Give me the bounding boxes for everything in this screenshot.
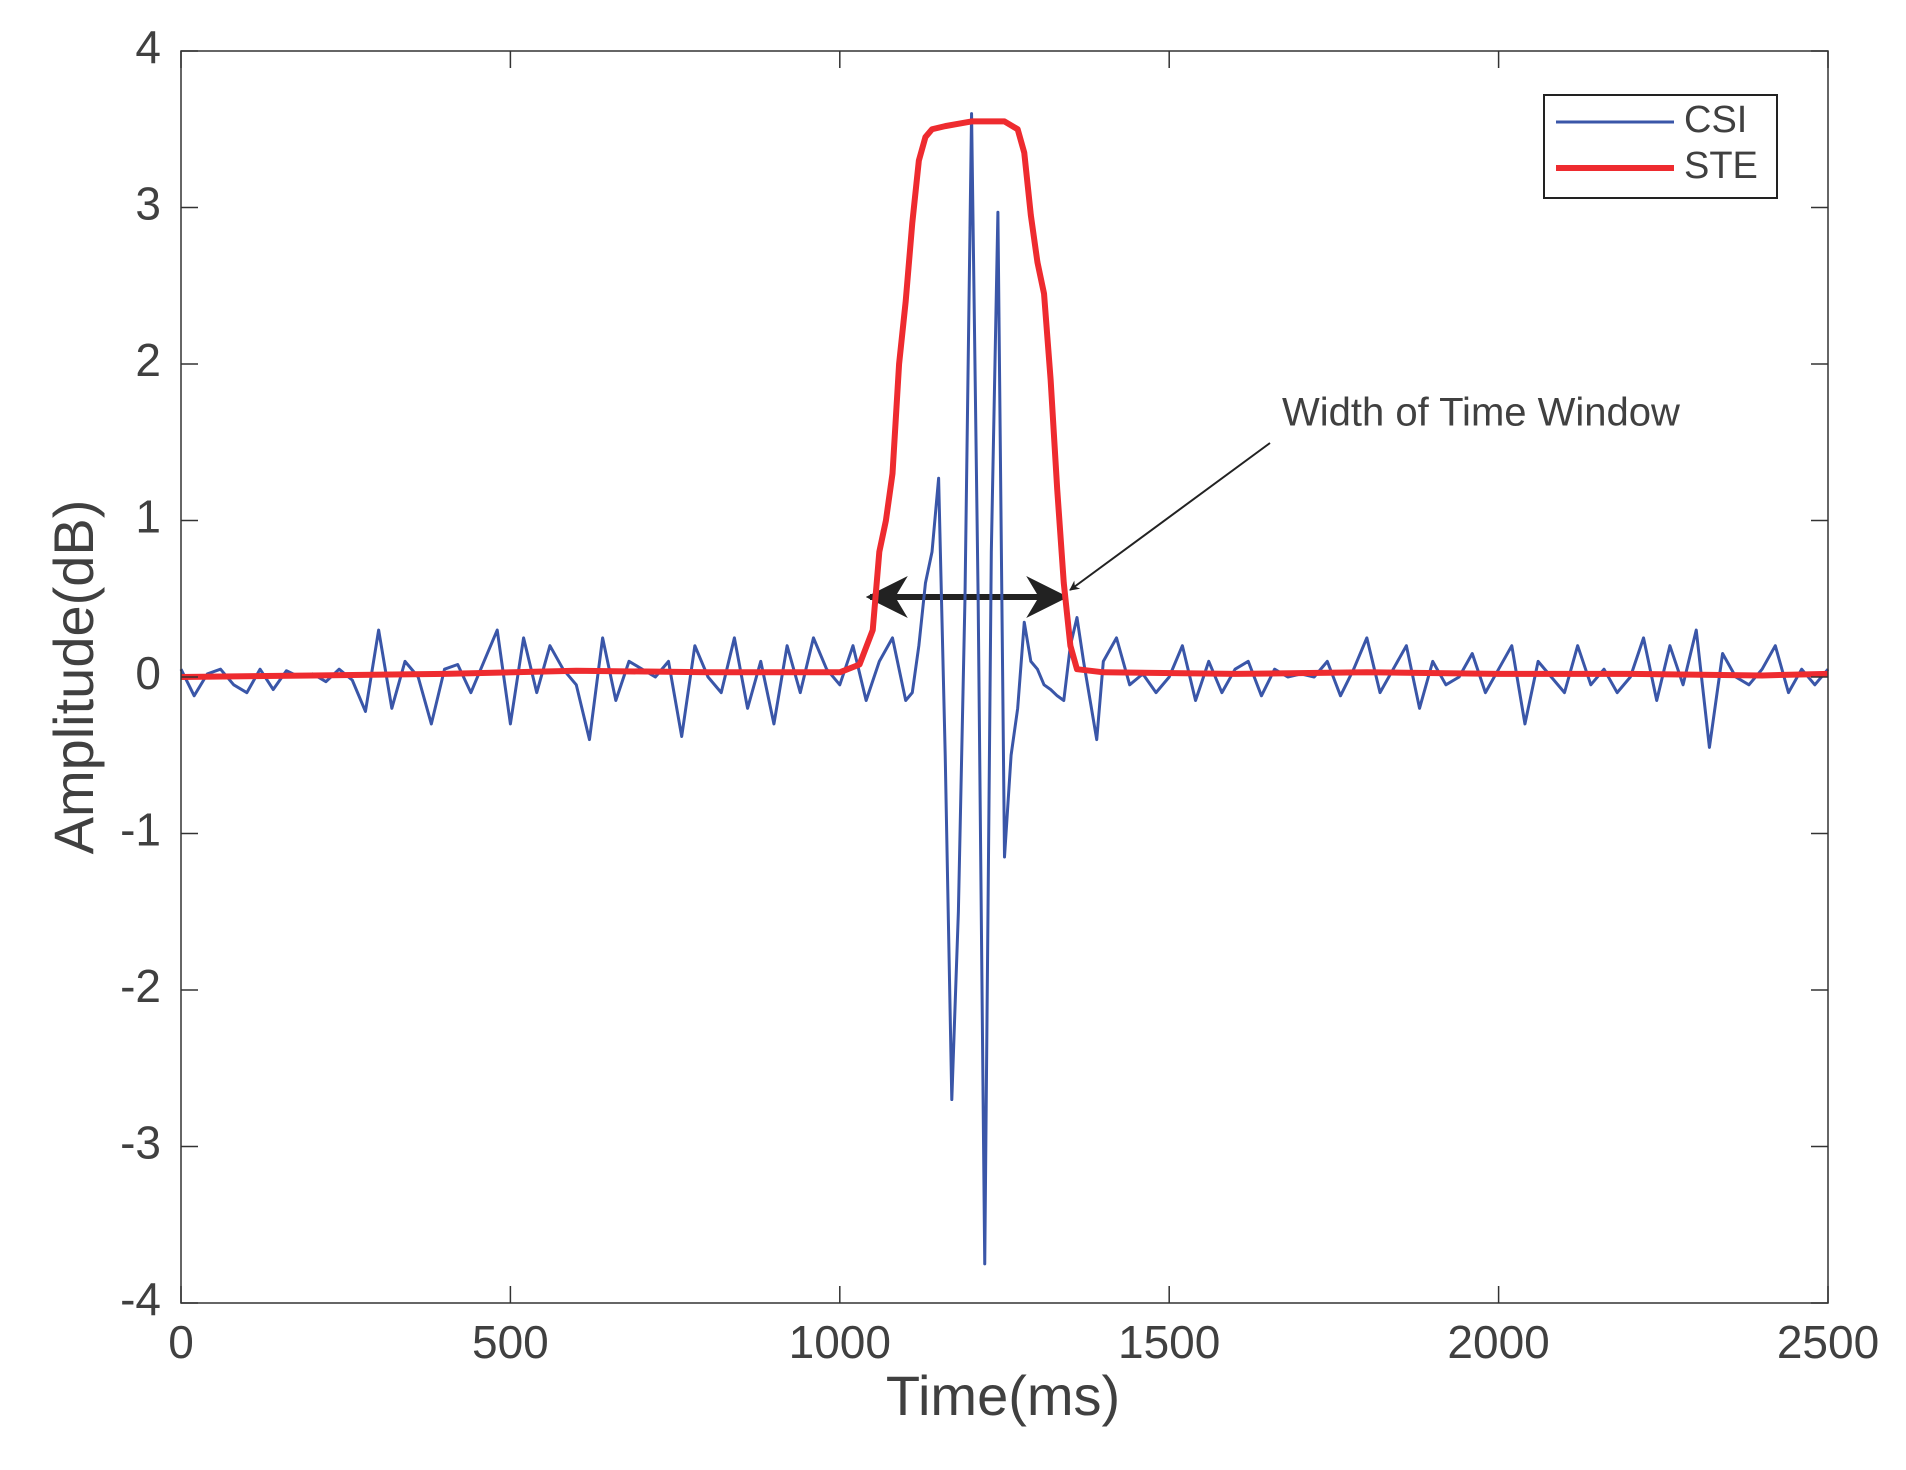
y-tick-label: 0 [135,647,161,699]
x-tick-label: 2000 [1447,1316,1549,1368]
line-csi [179,112,1830,1266]
y-tick-label: -4 [120,1273,161,1325]
y-tick-label: -2 [120,960,161,1012]
legend-label: CSI [1684,99,1747,141]
annotation: Width of Time Window [1282,391,1680,435]
legend-box [1543,94,1778,199]
x-tick-label: 1000 [789,1316,891,1368]
y-tick-label: -1 [120,804,161,856]
x-tick-label: 1500 [1118,1316,1220,1368]
y-tick-label: 2 [135,334,161,386]
line-ste [180,118,1829,680]
y-axis-label: Amplitude(dB) [42,500,105,855]
x-tick-label: 0 [168,1316,194,1368]
x-tick-label: 2500 [1777,1316,1879,1368]
legend-label: STE [1684,145,1758,187]
annotation-arrow [1069,442,1271,591]
y-tick-label: -3 [120,1117,161,1169]
y-tick-label: 4 [135,21,161,73]
y-tick-label: 3 [135,178,161,230]
x-tick-label: 500 [472,1316,549,1368]
x-axis-label: Time(ms) [886,1364,1120,1427]
y-tick-label: 1 [135,491,161,543]
